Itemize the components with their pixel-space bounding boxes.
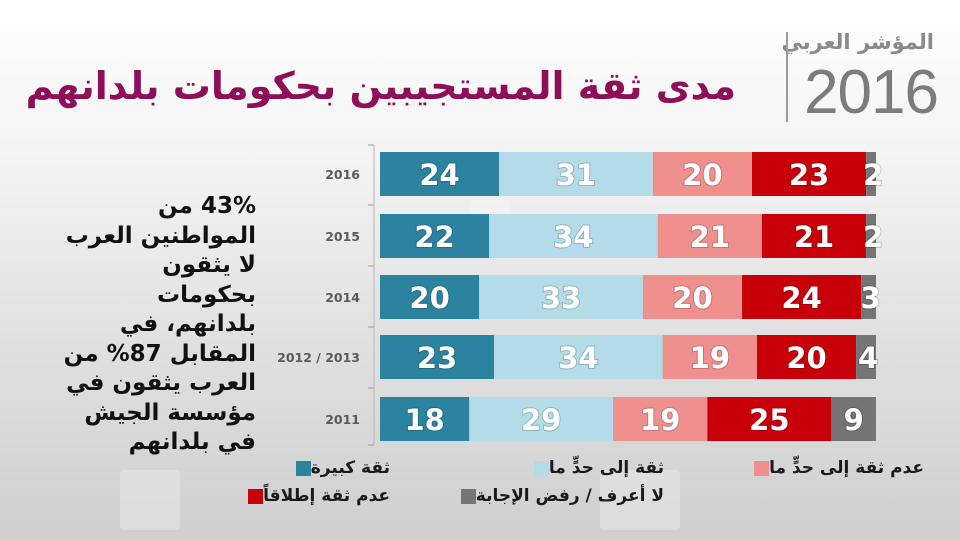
chart-title: مدى ثقة المستجيبين بحكومات بلدانهم xyxy=(25,64,736,108)
legend-label: لا أعرف / رفض الإجابة xyxy=(475,486,664,506)
bar-segment xyxy=(752,152,867,196)
bar-segment xyxy=(380,275,480,319)
bar-segment xyxy=(380,214,490,258)
bar-segment xyxy=(761,214,867,258)
brand-subtitle: المؤشر العربي xyxy=(781,30,935,54)
data-label: 2 xyxy=(863,220,883,254)
bar-segment xyxy=(469,397,614,441)
brand-year: 2016 xyxy=(804,58,939,127)
data-label: 4 xyxy=(858,341,878,375)
data-label: 21 xyxy=(794,220,834,254)
legend-item: ثقة إلى حدٍّ ما xyxy=(526,458,664,478)
bar-segment xyxy=(662,335,757,379)
background-decoration xyxy=(120,470,180,530)
data-label: 18 xyxy=(404,403,444,437)
brand-divider xyxy=(786,32,788,122)
data-label: 34 xyxy=(558,341,598,375)
bar-segment xyxy=(866,214,876,258)
y-tick-label: 2011 xyxy=(325,412,360,427)
data-label: 2 xyxy=(863,158,883,192)
y-tick-label: 2012 / 2013 xyxy=(277,350,360,365)
data-label: 9 xyxy=(844,403,864,437)
bar-segment xyxy=(380,152,500,196)
bar-segment xyxy=(742,275,862,319)
legend-label: عدم ثقة إطلاقاً xyxy=(263,486,390,506)
legend-swatch xyxy=(754,460,770,476)
data-label: 19 xyxy=(640,403,680,437)
bar-segment xyxy=(657,214,762,258)
bar-segment xyxy=(380,335,495,379)
bar-segment xyxy=(489,214,658,258)
legend-swatch xyxy=(295,460,311,476)
data-label: 20 xyxy=(409,281,449,315)
bar-segment xyxy=(861,275,876,319)
data-label: 21 xyxy=(690,220,730,254)
bar-segment xyxy=(494,335,663,379)
bar-segment xyxy=(499,152,653,196)
bar-segment xyxy=(756,335,857,379)
y-tick-label: 2016 xyxy=(325,167,360,182)
data-label: 24 xyxy=(419,158,459,192)
legend-swatch xyxy=(248,488,264,504)
bar-segment xyxy=(642,275,743,319)
data-label: 3 xyxy=(860,281,880,315)
legend-item: ثقة كبيرة xyxy=(288,458,390,478)
data-label: 24 xyxy=(781,281,821,315)
legend-item: عدم ثقة إلى حدٍّ ما xyxy=(746,458,924,478)
bar-segment xyxy=(856,335,876,379)
data-label: 33 xyxy=(541,281,581,315)
bar-segment xyxy=(652,152,752,196)
bar-segment xyxy=(380,397,470,441)
data-label: 29 xyxy=(521,403,561,437)
bar-segment xyxy=(479,275,643,319)
data-label: 31 xyxy=(556,158,596,192)
data-label: 25 xyxy=(749,403,789,437)
data-label: 23 xyxy=(789,158,829,192)
data-label: 20 xyxy=(682,158,722,192)
legend-label: ثقة كبيرة xyxy=(310,458,390,478)
data-label: 23 xyxy=(417,341,457,375)
data-label: 34 xyxy=(553,220,593,254)
data-label: 20 xyxy=(672,281,712,315)
data-label: 20 xyxy=(786,341,826,375)
legend-swatch xyxy=(460,488,476,504)
legend-label: ثقة إلى حدٍّ ما xyxy=(548,458,664,478)
bar-segment xyxy=(613,397,708,441)
y-tick-label: 2014 xyxy=(325,290,360,305)
y-tick-label: 2015 xyxy=(325,229,360,244)
side-note: 43% من المواطنين العرب لا يثقون بحكومات … xyxy=(63,193,256,455)
legend-label: عدم ثقة إلى حدٍّ ما xyxy=(769,458,924,478)
bar-segment xyxy=(831,397,876,441)
legend-item: لا أعرف / رفض الإجابة xyxy=(453,486,664,506)
data-label: 22 xyxy=(414,220,454,254)
bar-segment xyxy=(707,397,832,441)
data-label: 19 xyxy=(690,341,730,375)
legend-swatch xyxy=(533,460,549,476)
legend-item: عدم ثقة إطلاقاً xyxy=(240,486,390,506)
background-decoration xyxy=(600,470,680,530)
bar-segment xyxy=(866,152,876,196)
